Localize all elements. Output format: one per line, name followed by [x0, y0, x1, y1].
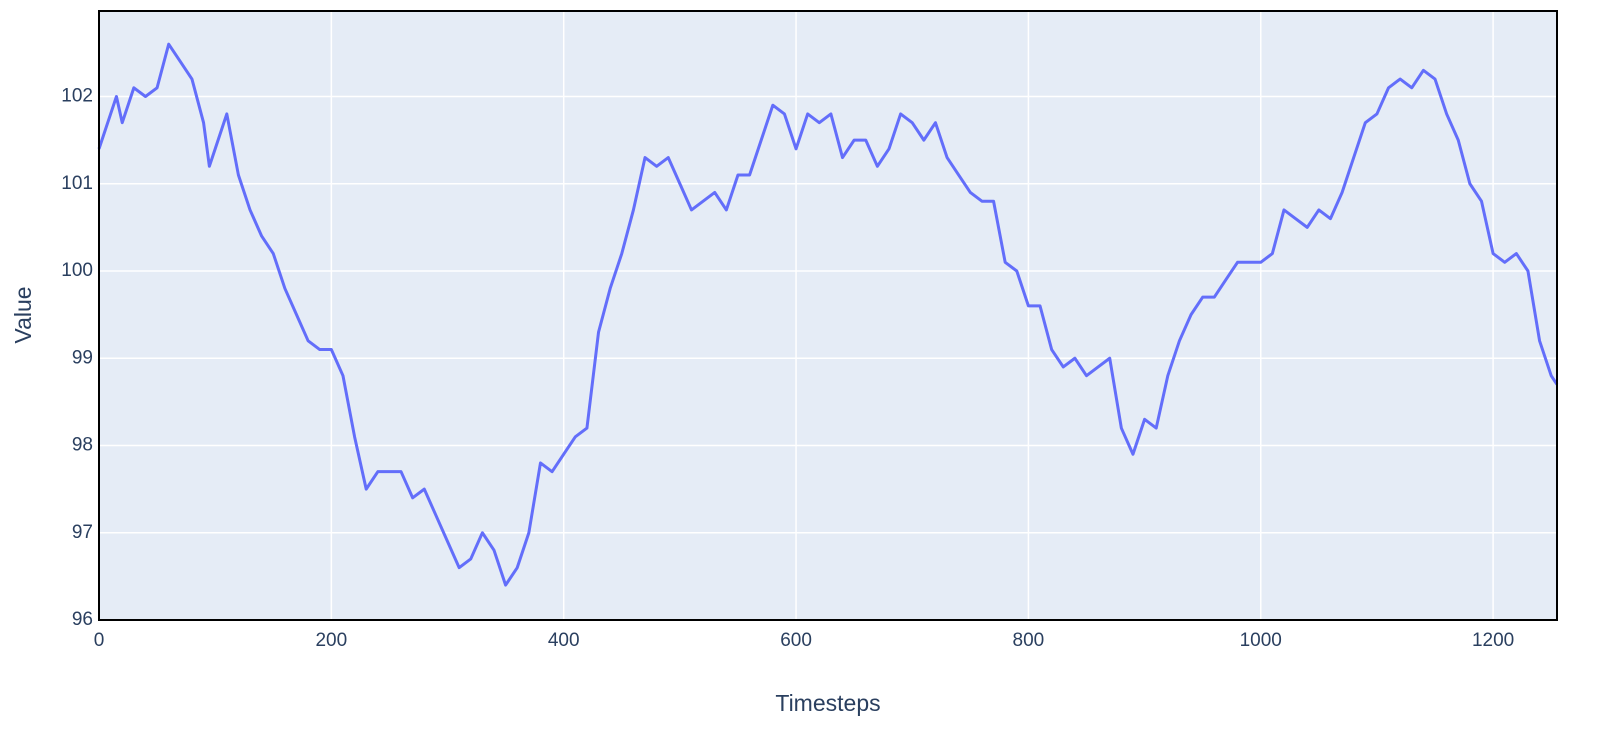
plot-area: [99, 11, 1557, 620]
x-axis-title: Timesteps: [775, 690, 880, 716]
y-tick-label: 98: [72, 435, 93, 456]
y-axis-title: Value: [10, 286, 36, 343]
x-tick-label: 400: [548, 630, 580, 651]
y-tick-label: 99: [72, 347, 93, 368]
x-tick-label: 1000: [1240, 630, 1282, 651]
data-line: [97, 42, 1559, 587]
y-tick-label: 100: [61, 260, 93, 281]
x-tick-label: 600: [780, 630, 812, 651]
y-tick-label: 101: [61, 173, 93, 194]
x-tick-label: 1200: [1472, 630, 1514, 651]
plot-border: [98, 10, 1558, 621]
x-tick-label: 0: [94, 630, 105, 651]
x-tick-label: 800: [1013, 630, 1045, 651]
y-tick-label: 102: [61, 86, 93, 107]
y-tick-label: 96: [72, 609, 93, 630]
x-tick-label: 200: [315, 630, 347, 651]
y-tick-label: 97: [72, 522, 93, 543]
